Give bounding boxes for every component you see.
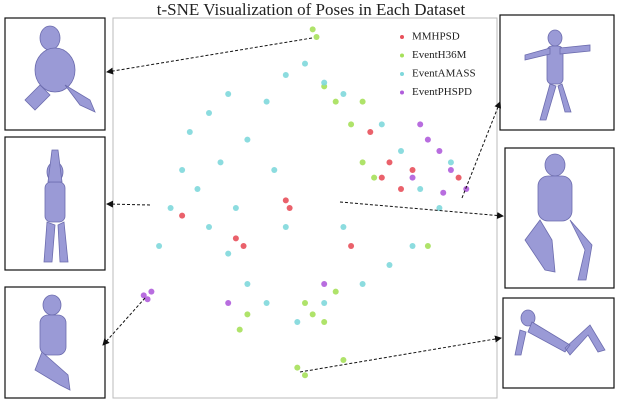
point xyxy=(287,205,293,211)
point xyxy=(340,224,346,230)
point xyxy=(264,99,270,105)
legend-label: EventAMASS xyxy=(412,68,476,80)
point xyxy=(417,186,423,192)
point xyxy=(348,243,354,249)
point xyxy=(321,319,327,325)
point xyxy=(360,159,366,165)
point xyxy=(410,243,416,249)
point xyxy=(448,159,454,165)
point xyxy=(386,159,392,165)
point xyxy=(237,327,243,333)
point xyxy=(294,365,300,371)
point xyxy=(148,289,154,295)
point xyxy=(310,311,316,317)
point xyxy=(225,300,231,306)
point xyxy=(218,159,224,165)
point xyxy=(314,34,320,40)
point xyxy=(302,300,308,306)
point xyxy=(371,175,377,181)
point xyxy=(187,129,193,135)
point xyxy=(425,243,431,249)
point xyxy=(179,167,185,173)
point xyxy=(379,121,385,127)
legend-marker xyxy=(400,91,404,95)
legend-marker xyxy=(400,72,404,76)
point xyxy=(302,372,308,378)
point xyxy=(386,262,392,268)
point xyxy=(321,300,327,306)
point xyxy=(448,167,454,173)
point xyxy=(436,148,442,154)
point xyxy=(456,175,462,181)
point xyxy=(145,296,151,302)
point xyxy=(333,289,339,295)
point xyxy=(398,148,404,154)
point xyxy=(179,213,185,219)
point xyxy=(425,137,431,143)
legend-marker xyxy=(400,54,404,58)
point xyxy=(398,186,404,192)
point xyxy=(244,311,250,317)
point xyxy=(206,224,212,230)
legend-label: EventH36M xyxy=(412,49,467,61)
point xyxy=(367,129,373,135)
point xyxy=(283,72,289,78)
chart-title: t-SNE Visualization of Poses in Each Dat… xyxy=(157,0,466,19)
point xyxy=(283,197,289,203)
point xyxy=(244,137,250,143)
point xyxy=(302,61,308,67)
point xyxy=(348,121,354,127)
point xyxy=(440,190,446,196)
point xyxy=(360,281,366,287)
legend-marker xyxy=(400,35,404,39)
point xyxy=(206,110,212,116)
legend-label: MMHPSD xyxy=(412,31,460,43)
point xyxy=(360,99,366,105)
point xyxy=(340,91,346,97)
point xyxy=(410,175,416,181)
figure: t-SNE Visualization of Poses in Each Dat… xyxy=(0,0,622,404)
point xyxy=(310,26,316,32)
point xyxy=(294,319,300,325)
point xyxy=(283,224,289,230)
point xyxy=(168,205,174,211)
point xyxy=(225,251,231,257)
point xyxy=(241,243,247,249)
point xyxy=(264,300,270,306)
point xyxy=(194,186,200,192)
point xyxy=(321,281,327,287)
point xyxy=(340,357,346,363)
pose-insets xyxy=(5,15,614,398)
point xyxy=(379,175,385,181)
legend: MMHPSD EventH36M EventAMASS EventPHSPD xyxy=(400,31,476,99)
point xyxy=(321,80,327,86)
point xyxy=(271,167,277,173)
point xyxy=(225,91,231,97)
point xyxy=(417,121,423,127)
point xyxy=(233,235,239,241)
point xyxy=(333,99,339,105)
legend-label: EventPHSPD xyxy=(412,86,472,98)
point xyxy=(233,205,239,211)
point xyxy=(244,281,250,287)
point xyxy=(410,167,416,173)
point xyxy=(156,243,162,249)
